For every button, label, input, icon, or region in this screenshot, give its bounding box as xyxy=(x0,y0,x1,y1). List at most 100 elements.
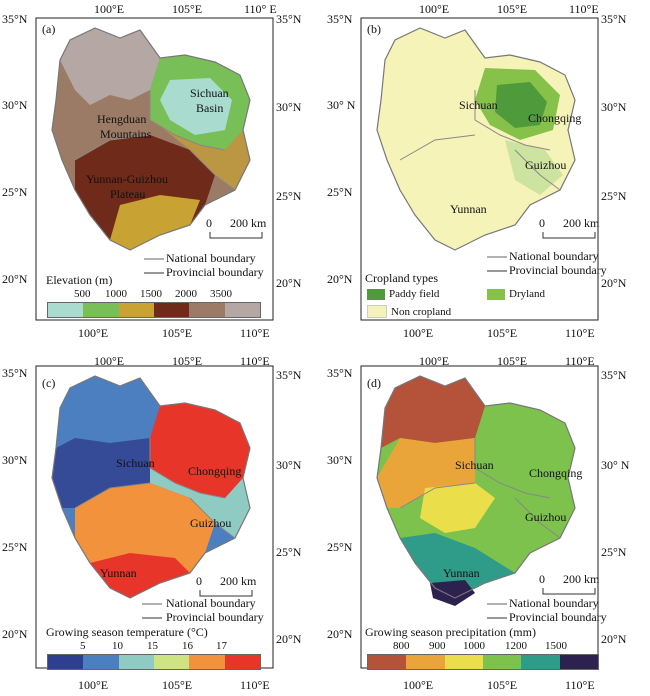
region-label: Basin xyxy=(196,101,224,115)
region-label: Yunnan xyxy=(450,202,487,216)
legend-title: Cropland types xyxy=(365,271,438,285)
panel-d: (d) 35°N 30°N 25°N 20°N 35°N 30° N 25°N … xyxy=(325,348,650,696)
color-ramp xyxy=(47,302,261,318)
ramp-swatch xyxy=(48,303,84,317)
ramp-swatch xyxy=(153,655,190,669)
very-wet-area xyxy=(430,580,475,606)
lat-label-left: 35°N xyxy=(2,12,28,26)
high-elev-area xyxy=(60,28,160,105)
legend-break: 3500 xyxy=(210,288,232,300)
national-boundary-legend: National boundary xyxy=(166,251,256,265)
ramp-swatch xyxy=(189,655,225,669)
legend-break: 15 xyxy=(147,640,158,652)
ramp-swatch xyxy=(406,655,445,669)
scale-label: 200 km xyxy=(563,216,600,230)
ramp-swatch xyxy=(83,303,119,317)
lon-label-bottom: 105°E xyxy=(162,326,193,340)
lat-label-left: 20°N xyxy=(327,627,353,641)
lat-label-right: 30°N xyxy=(601,100,627,114)
region-label: Chongqing xyxy=(529,466,583,480)
scale-label: 200 km xyxy=(230,216,267,230)
legend-break: 500 xyxy=(74,288,91,300)
panel-letter: (d) xyxy=(367,376,381,390)
panel-a-svg xyxy=(35,17,274,321)
ramp-swatch xyxy=(48,655,84,669)
lat-label-right: 30° N xyxy=(601,458,630,472)
legend-label: Paddy field xyxy=(389,288,440,300)
scale-bar xyxy=(542,232,596,239)
lon-label-bottom: 105°E xyxy=(487,326,518,340)
lat-label-left: 20°N xyxy=(327,272,353,286)
legend-break: 1000 xyxy=(463,640,485,652)
mid-elev-area xyxy=(110,195,200,250)
panel-d-svg xyxy=(360,365,599,669)
boundary-legend-lines xyxy=(144,258,164,274)
color-ramp xyxy=(47,654,261,670)
lat-label-right: 20°N xyxy=(276,276,302,290)
color-ramp xyxy=(367,654,599,670)
legend-title: Growing season precipitation (mm) xyxy=(365,625,536,639)
lon-label-bottom: 100°E xyxy=(403,678,434,692)
lat-label-left: 30°N xyxy=(2,453,28,467)
lat-label-right: 30°N xyxy=(276,100,302,114)
lat-label-right: 30°N xyxy=(276,458,302,472)
scale-zero: 0 xyxy=(539,572,545,586)
legend-break: 1000 xyxy=(105,288,127,300)
lat-label-left: 35°N xyxy=(327,12,353,26)
legend-item-dryland: Dryland xyxy=(487,288,545,300)
scale-zero: 0 xyxy=(539,216,545,230)
provincial-boundary-lines xyxy=(399,438,561,539)
region-label: Chongqing xyxy=(528,111,582,125)
region-label: Mountains xyxy=(100,127,152,141)
panel-b: (b) 35°N 30° N 25°N 20°N 35°N 30°N 25°N … xyxy=(325,0,650,348)
lat-label-left: 20°N xyxy=(2,272,28,286)
region-label: Sichuan xyxy=(459,98,498,112)
lon-label-top: 100°E xyxy=(94,354,125,368)
legend-break: 1200 xyxy=(505,640,527,652)
panel-letter: (c) xyxy=(42,376,56,390)
ramp-swatch xyxy=(118,655,154,669)
lat-label-right: 35°N xyxy=(601,12,627,26)
lon-label-bottom: 100°E xyxy=(78,326,109,340)
lat-label-left: 25°N xyxy=(2,185,28,199)
lon-label-top: 100°E xyxy=(94,2,125,16)
mid-precip-area xyxy=(420,483,495,533)
legend-swatch xyxy=(367,305,387,318)
ramp-swatch xyxy=(118,303,154,317)
lon-label-bottom: 110°E xyxy=(240,678,270,692)
boundary-legend-lines xyxy=(487,603,507,619)
legend-label: Dryland xyxy=(509,288,546,300)
scale-bar xyxy=(542,588,596,595)
panel-letter: (b) xyxy=(367,22,381,36)
national-boundary-line xyxy=(376,27,576,251)
lon-label-bottom: 105°E xyxy=(487,678,518,692)
lon-label-top: 110°E xyxy=(569,2,599,16)
scale-zero: 0 xyxy=(206,216,212,230)
lon-label-bottom: 110°E xyxy=(240,326,270,340)
wet-area xyxy=(400,533,515,598)
legend-break: 2000 xyxy=(175,288,197,300)
scale-label: 200 km xyxy=(220,574,257,588)
legend-break: 16 xyxy=(182,640,193,652)
lon-label-bottom: 105°E xyxy=(162,678,193,692)
ramp-swatch xyxy=(368,655,407,669)
lon-label-top: 110° E xyxy=(244,2,277,16)
region-label: Sichuan xyxy=(190,86,229,100)
ramp-swatch xyxy=(83,655,119,669)
semi-dry-area xyxy=(377,438,475,508)
provincial-boundary-legend: Provincial boundary xyxy=(166,265,264,279)
paddy-area xyxy=(495,82,547,128)
legend-break: 800 xyxy=(393,640,410,652)
dry-area xyxy=(381,376,485,448)
region-label: Yunnan xyxy=(443,566,480,580)
region-label: Sichuan xyxy=(116,456,155,470)
region-label: Chongqing xyxy=(188,464,242,478)
lon-label-top: 105°E xyxy=(497,2,528,16)
ramp-swatch xyxy=(224,655,260,669)
provincial-boundary-legend: Provincial boundary xyxy=(509,263,607,277)
lat-label-right: 20°N xyxy=(276,632,302,646)
region-label: Hengduan xyxy=(97,112,147,126)
south-warm-area xyxy=(90,553,190,598)
legend-break: 17 xyxy=(216,640,227,652)
ramp-swatch xyxy=(224,303,260,317)
